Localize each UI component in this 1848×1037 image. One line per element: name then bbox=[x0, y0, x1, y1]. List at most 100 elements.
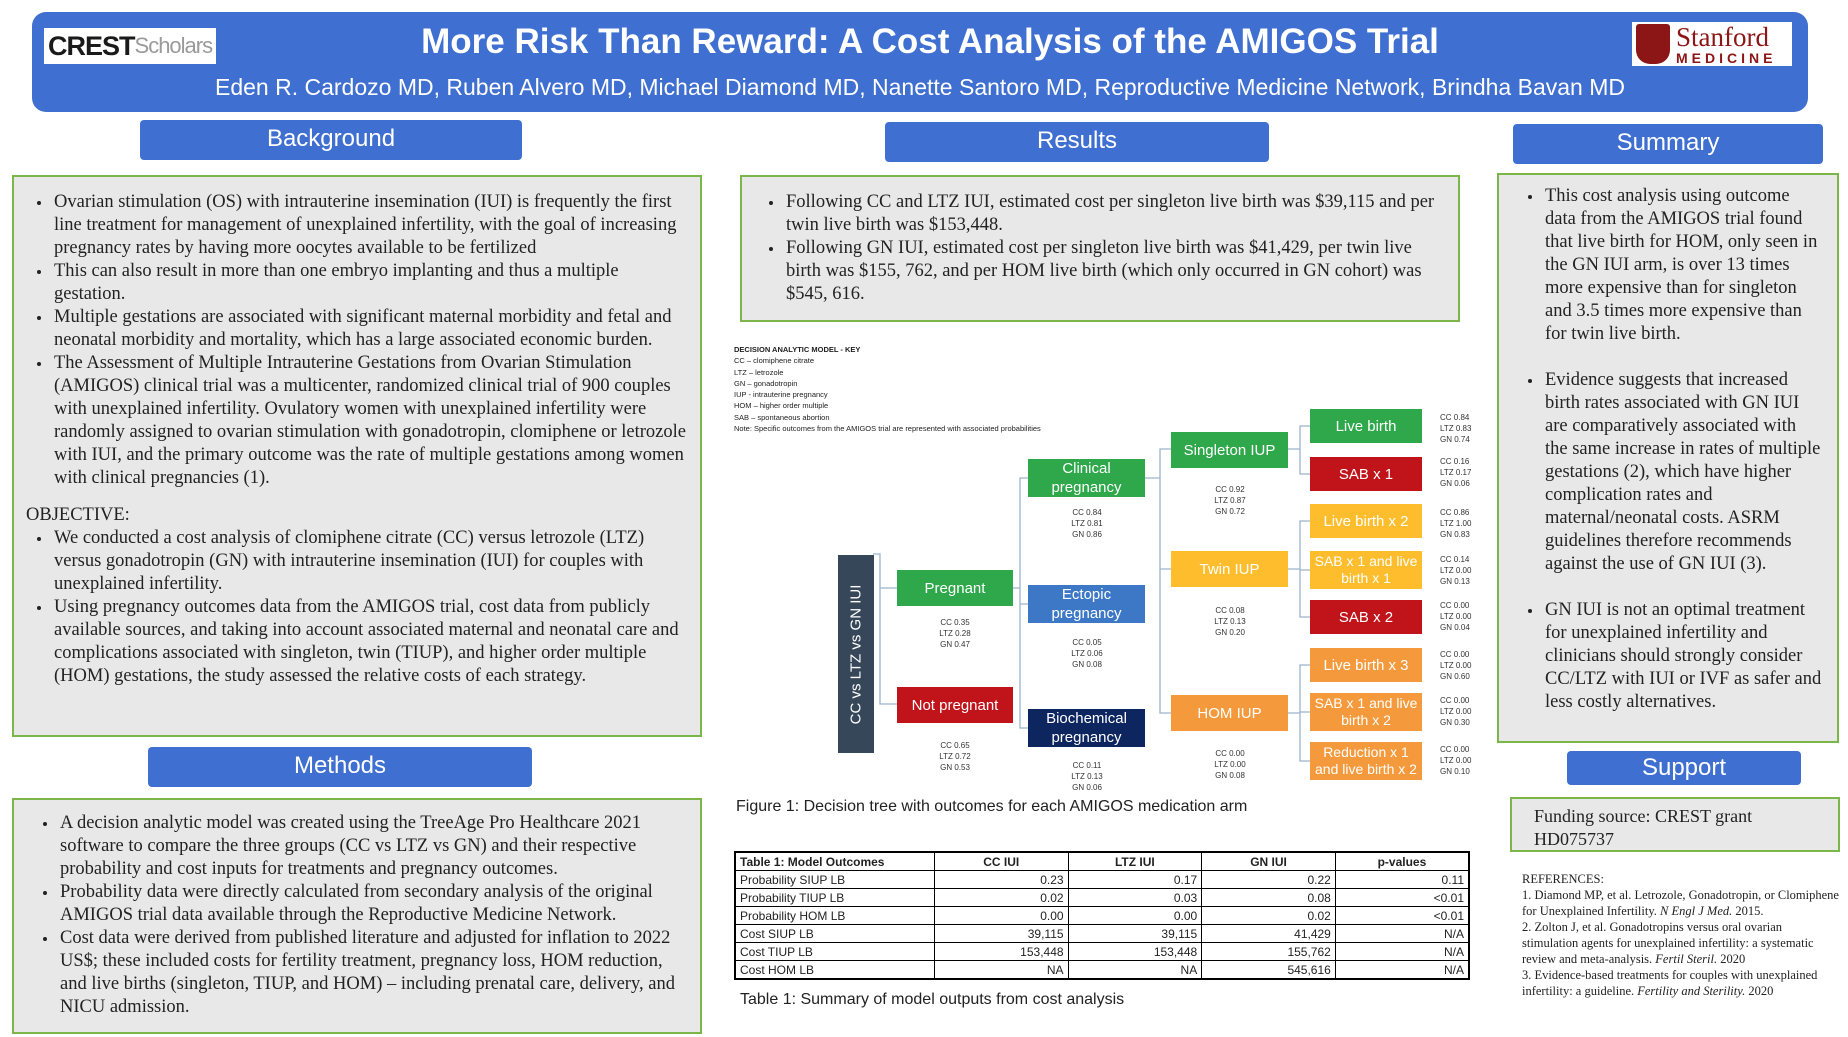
prob-gn: GN 0.06 bbox=[1440, 479, 1470, 488]
crest-scholars-logo: CREST Scholars bbox=[44, 28, 216, 64]
stanford-logo-sub: MEDICINE bbox=[1676, 49, 1777, 66]
objective-bullet: We conducted a cost analysis of clomiphe… bbox=[52, 527, 686, 596]
summary-heading: Summary bbox=[1513, 124, 1823, 164]
table-cell: 0.00 bbox=[1067, 906, 1203, 925]
objective-label: OBJECTIVE: bbox=[26, 505, 130, 525]
poster-authors: Eden R. Cardozo MD, Ruben Alvero MD, Mic… bbox=[215, 74, 1625, 100]
table-cell: 153,448 bbox=[1067, 942, 1203, 961]
node-singleton-iup: Singleton IUP bbox=[1171, 432, 1288, 468]
prob-ltz: LTZ 0.87 bbox=[1214, 496, 1246, 505]
poster-title: More Risk Than Reward: A Cost Analysis o… bbox=[421, 22, 1439, 61]
node-twin-iup: Twin IUP bbox=[1171, 551, 1288, 587]
reference-year: 2020 bbox=[1748, 984, 1774, 998]
node-pregnant-probs: CC 0.35 LTZ 0.28 GN 0.47 bbox=[930, 617, 980, 650]
table-caption: Table 1: Summary of model outputs from c… bbox=[740, 991, 1125, 1008]
node-twin-probs: CC 0.08 LTZ 0.13 GN 0.20 bbox=[1205, 605, 1255, 638]
prob-gn: GN 0.60 bbox=[1440, 672, 1470, 681]
stanford-logo-name: Stanford bbox=[1676, 21, 1769, 52]
prob-cc: CC 0.00 bbox=[1215, 749, 1245, 758]
reference-text: 3. Evidence-based treatments for couples… bbox=[1522, 968, 1818, 998]
reference-year: 2015. bbox=[1735, 904, 1764, 918]
node-sab1-live2-probs: CC 0.00 LTZ 0.00 GN 0.30 bbox=[1440, 695, 1484, 728]
prob-gn: GN 0.06 bbox=[1072, 783, 1102, 792]
column-header: LTZ IUI bbox=[1067, 851, 1203, 871]
node-sab-1: SAB x 1 bbox=[1310, 457, 1422, 491]
methods-bullets: A decision analytic model was created us… bbox=[14, 812, 690, 1019]
background-bullet: Multiple gestations are associated with … bbox=[52, 306, 686, 352]
table-cell: 41,429 bbox=[1201, 924, 1336, 943]
support-box: Funding source: CREST grant HD075737 bbox=[1510, 797, 1840, 852]
background-heading: Background bbox=[140, 120, 522, 160]
table-cell: 39,115 bbox=[933, 924, 1069, 943]
node-live-birth-probs: CC 0.84 LTZ 0.83 GN 0.74 bbox=[1440, 412, 1484, 445]
prob-gn: GN 0.53 bbox=[940, 763, 970, 772]
row-label: Cost HOM LB bbox=[734, 960, 935, 980]
reference-item: 2. Zolton J, et al. Gonadotropins versus… bbox=[1522, 919, 1840, 967]
node-clinical-pregnancy: Clinical pregnancy bbox=[1028, 459, 1145, 497]
key-line: CC – clomiphene citrate bbox=[734, 356, 815, 366]
prob-cc: CC 0.00 bbox=[1440, 696, 1470, 705]
column-header: GN IUI bbox=[1201, 851, 1336, 871]
reference-item: 3. Evidence-based treatments for couples… bbox=[1522, 967, 1840, 999]
prob-gn: GN 0.08 bbox=[1215, 771, 1245, 780]
tree-root-label: CC vs LTZ vs GN IUI bbox=[847, 584, 865, 724]
node-biochemical-probs: CC 0.11 LTZ 0.13 GN 0.06 bbox=[1062, 760, 1112, 793]
background-bullet: Ovarian stimulation (OS) with intrauteri… bbox=[52, 191, 686, 260]
background-box: Ovarian stimulation (OS) with intrauteri… bbox=[12, 175, 702, 737]
table-row: Probability SIUP LB 0.23 0.17 0.22 0.11 bbox=[734, 870, 1470, 889]
prob-gn: GN 0.83 bbox=[1440, 530, 1470, 539]
background-bullet: This can also result in more than one em… bbox=[52, 260, 686, 306]
table-cell: 0.02 bbox=[933, 888, 1069, 907]
prob-cc: CC 0.08 bbox=[1215, 606, 1245, 615]
table-cell: 0.08 bbox=[1201, 888, 1336, 907]
table-cell: N/A bbox=[1334, 960, 1470, 980]
summary-bullets: This cost analysis using outcome data fr… bbox=[1499, 185, 1823, 714]
prob-ltz: LTZ 0.00 bbox=[1440, 756, 1472, 765]
key-line: HOM – higher order multiple bbox=[734, 401, 829, 411]
table-cell: 0.00 bbox=[933, 906, 1069, 925]
results-bullets: Following CC and LTZ IUI, estimated cost… bbox=[742, 191, 1448, 306]
table-row: Cost TIUP LB 153,448 153,448 155,762 N/A bbox=[734, 942, 1470, 961]
prob-cc: CC 0.92 bbox=[1215, 485, 1245, 494]
node-sab1-live2: SAB x 1 and live birth x 2 bbox=[1310, 693, 1422, 731]
references: REFERENCES: 1. Diamond MP, et al. Letroz… bbox=[1522, 871, 1840, 999]
table-row: Probability TIUP LB 0.02 0.03 0.08 <0.01 bbox=[734, 888, 1470, 907]
prob-cc: CC 0.35 bbox=[940, 618, 970, 627]
prob-cc: CC 0.05 bbox=[1072, 638, 1102, 647]
summary-bullet: GN IUI is not an optimal treatment for u… bbox=[1543, 599, 1823, 714]
objective-bullet: Using pregnancy outcomes data from the A… bbox=[52, 596, 686, 688]
node-live-birth: Live birth bbox=[1310, 409, 1422, 443]
node-hom-iup: HOM IUP bbox=[1171, 695, 1288, 731]
prob-ltz: LTZ 0.00 bbox=[1440, 566, 1472, 575]
node-not-pregnant: Not pregnant bbox=[897, 687, 1013, 723]
summary-box: This cost analysis using outcome data fr… bbox=[1497, 173, 1839, 743]
prob-ltz: LTZ 1.00 bbox=[1440, 519, 1472, 528]
prob-gn: GN 0.30 bbox=[1440, 718, 1470, 727]
reference-item: 1. Diamond MP, et al. Letrozole, Gonadot… bbox=[1522, 887, 1840, 919]
node-hom-probs: CC 0.00 LTZ 0.00 GN 0.08 bbox=[1205, 748, 1255, 781]
prob-cc: CC 0.65 bbox=[940, 741, 970, 750]
background-bullets: Ovarian stimulation (OS) with intrauteri… bbox=[14, 191, 686, 490]
objective-bullets: We conducted a cost analysis of clomiphe… bbox=[14, 527, 686, 688]
prob-cc: CC 0.00 bbox=[1440, 745, 1470, 754]
reference-text: 1. Diamond MP, et al. Letrozole, Gonadot… bbox=[1522, 888, 1839, 918]
references-label: REFERENCES: bbox=[1522, 872, 1604, 886]
crest-logo-light: Scholars bbox=[134, 33, 214, 58]
row-label: Probability TIUP LB bbox=[734, 888, 935, 907]
prob-cc: CC 0.11 bbox=[1072, 761, 1102, 770]
prob-gn: GN 0.86 bbox=[1072, 530, 1102, 539]
reference-year: 2020 bbox=[1720, 952, 1746, 966]
table-cell: NA bbox=[1067, 960, 1203, 980]
table-cell: 153,448 bbox=[933, 942, 1069, 961]
key-line: Note: Specific outcomes from the AMIGOS … bbox=[734, 424, 1041, 434]
node-live-birth-x2: Live birth x 2 bbox=[1310, 504, 1422, 538]
table-cell: NA bbox=[933, 960, 1069, 980]
reference-journal: N Engl J Med. bbox=[1660, 904, 1733, 918]
table-title: Table 1: Model Outcomes bbox=[734, 851, 935, 871]
node-reduction-probs: CC 0.00 LTZ 0.00 GN 0.10 bbox=[1440, 744, 1484, 777]
methods-bullet: A decision analytic model was created us… bbox=[58, 812, 690, 881]
prob-cc: CC 0.84 bbox=[1440, 413, 1470, 422]
prob-cc: CC 0.84 bbox=[1072, 508, 1102, 517]
background-bullet: The Assessment of Multiple Intrauterine … bbox=[52, 352, 686, 490]
prob-gn: GN 0.20 bbox=[1215, 628, 1245, 637]
